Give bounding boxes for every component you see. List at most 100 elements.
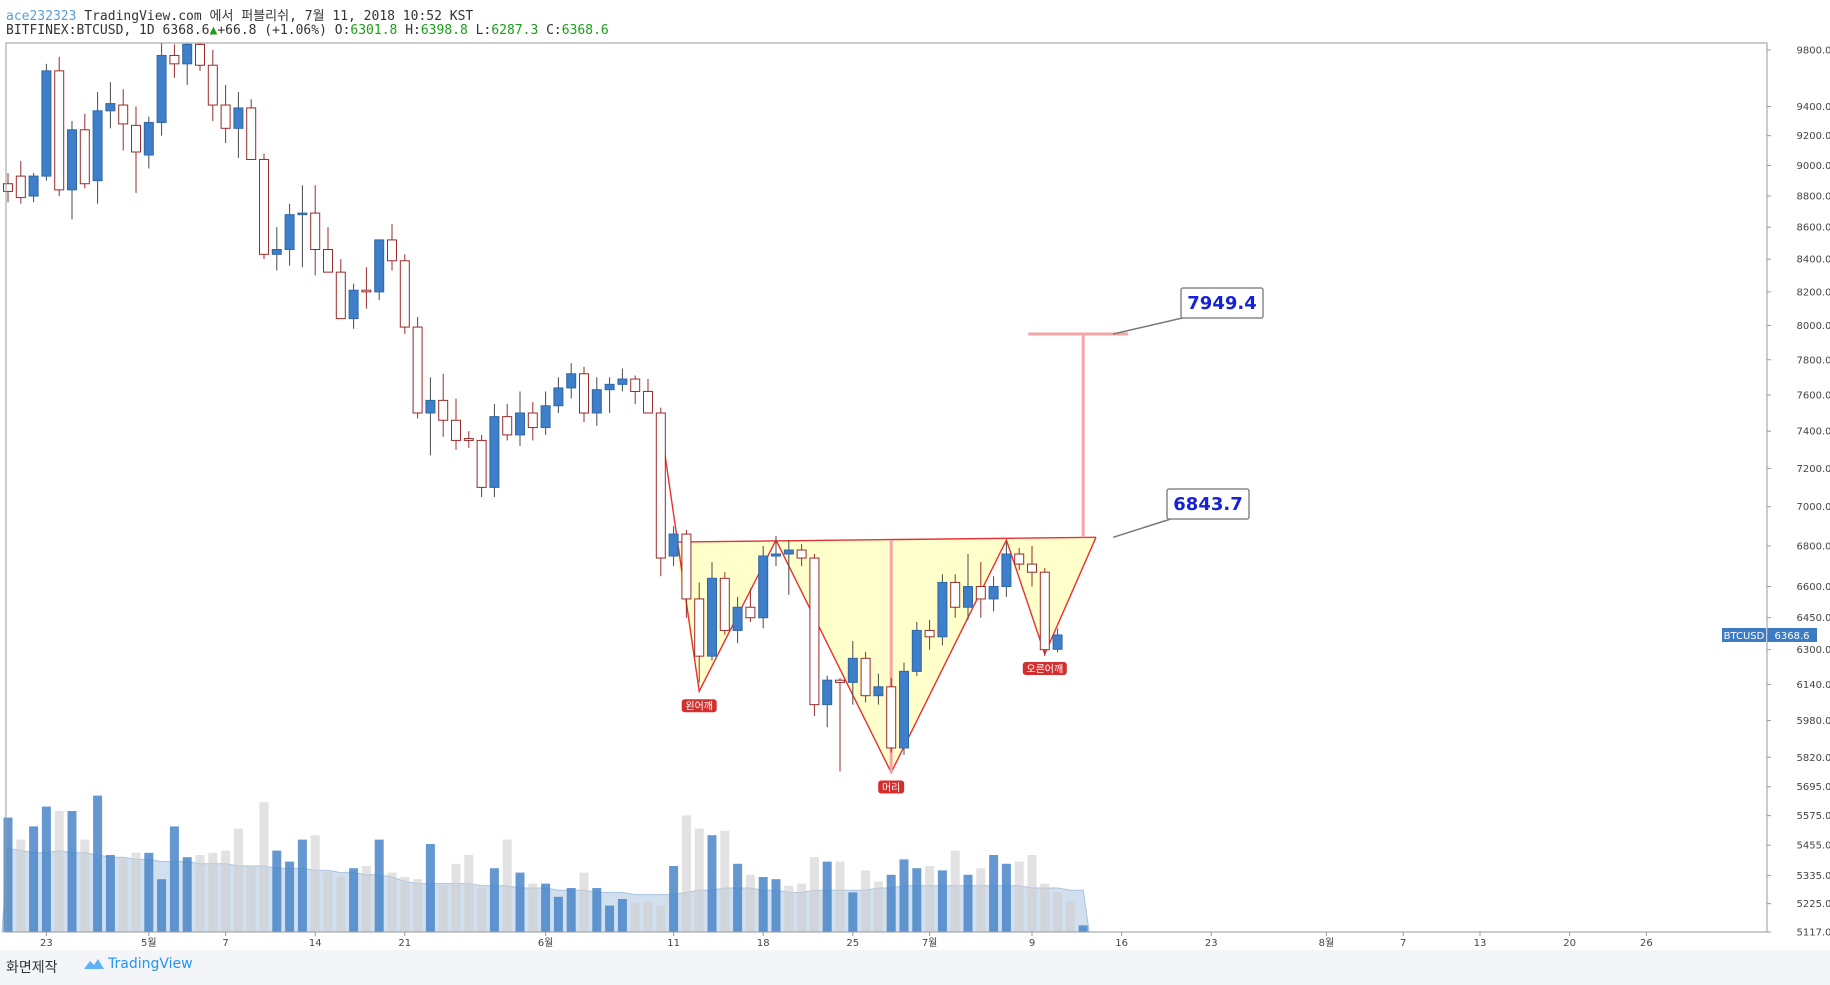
y-tick-label: 9200.0 <box>1797 131 1830 142</box>
candle-body <box>182 43 193 65</box>
publish-text: TradingView.com 에서 퍼블리쉬, 7월 11, 2018 10:… <box>84 9 474 24</box>
y-tick-label: 6140.0 <box>1797 680 1830 691</box>
candle-body <box>54 70 65 191</box>
symbol-tag <box>1722 627 1766 642</box>
y-tick-label: 8200.0 <box>1797 287 1830 298</box>
candle-body <box>156 54 167 123</box>
candle-body <box>591 389 602 414</box>
volume-bar <box>617 899 627 932</box>
footer-bar: 화면제작 TradingView <box>0 950 1830 985</box>
volume-bar <box>861 870 871 932</box>
high-value: 6398.8 <box>420 23 468 38</box>
y-tick-label: 5335.0 <box>1797 871 1830 882</box>
volume-bar <box>669 866 679 932</box>
candle-body <box>950 581 961 608</box>
last-price: 6368.6 <box>162 23 210 38</box>
candle-body <box>28 175 39 197</box>
volume-bar <box>899 859 909 932</box>
candle-body <box>374 239 385 293</box>
target-callout-text: 7949.4 <box>1187 293 1256 314</box>
candle-body <box>361 289 372 293</box>
candle-body <box>527 412 538 429</box>
volume-bar <box>784 885 794 932</box>
candle-body <box>707 577 717 657</box>
candle-body <box>105 103 116 112</box>
volume-bar <box>707 835 717 932</box>
candle-body <box>399 260 410 328</box>
volume-bar <box>118 857 128 932</box>
y-tick-label: 7800.0 <box>1797 355 1830 366</box>
target-callout-box <box>1180 287 1264 319</box>
y-tick-label: 6600.0 <box>1797 582 1830 593</box>
candle-body <box>540 405 551 429</box>
volume-bar <box>208 852 218 932</box>
candle-body <box>822 679 833 706</box>
volume-bar <box>1001 863 1011 932</box>
volume-bar <box>3 817 13 932</box>
volume-bar <box>221 850 231 932</box>
head-label: 머리 <box>882 782 900 794</box>
right-shoulder-badge <box>1022 661 1067 675</box>
volume-bar <box>822 861 832 932</box>
candle-body <box>502 416 513 436</box>
volume-bar <box>93 795 103 932</box>
candle-body <box>297 212 308 216</box>
volume-bar <box>246 866 256 932</box>
volume-bar <box>976 868 986 932</box>
x-tick-label: 25 <box>846 938 859 949</box>
volume-bar <box>451 863 461 932</box>
symbol-tag-label: BTCUSD <box>1724 631 1765 642</box>
volume-bar <box>1078 925 1088 932</box>
author-name[interactable]: ace232323 <box>6 9 77 24</box>
volume-bar <box>169 826 179 932</box>
volume-bar <box>720 830 730 932</box>
candle-body <box>310 212 321 250</box>
volume-bar <box>937 870 947 932</box>
candle-body <box>630 378 641 392</box>
y-tick-label: 7600.0 <box>1797 391 1830 402</box>
volume-bar <box>438 885 448 932</box>
candle-body <box>387 239 397 262</box>
x-tick-label: 21 <box>398 938 411 949</box>
volume-bar <box>233 828 243 932</box>
close-value: 6368.6 <box>561 23 609 38</box>
candle-body <box>719 577 730 631</box>
y-tick-label: 6300.0 <box>1797 645 1830 656</box>
volume-bar <box>131 852 141 932</box>
made-by-label: 화면제작 <box>6 960 58 976</box>
volume-bar <box>579 872 589 932</box>
low-label: L: <box>475 23 492 38</box>
tradingview-link[interactable]: TradingView <box>84 956 193 972</box>
y-tick-label: 5117.0 <box>1797 928 1830 939</box>
y-tick-label: 7400.0 <box>1797 427 1830 438</box>
y-tick-label: 8000.0 <box>1797 321 1830 332</box>
candle-body <box>476 439 487 488</box>
symbol-label: BITFINEX:BTCUSD, 1D <box>6 23 155 38</box>
volume-bar <box>157 879 167 932</box>
volume-bar <box>886 874 896 932</box>
candle-body <box>847 657 858 683</box>
y-tick-label: 7200.0 <box>1797 464 1830 475</box>
y-tick-label: 5225.0 <box>1797 899 1830 910</box>
volume-bar <box>336 877 346 932</box>
volume-bar <box>195 855 205 932</box>
y-tick-label: 5455.0 <box>1797 841 1830 852</box>
neckline <box>673 536 1097 543</box>
candle-body <box>515 412 525 436</box>
volume-bar <box>758 877 768 932</box>
candle-body <box>553 387 564 407</box>
candle-body <box>911 629 922 672</box>
candle-body <box>745 606 756 619</box>
volume-bar <box>553 896 563 932</box>
y-tick-label: 8800.0 <box>1797 192 1830 203</box>
tradingview-logo-icon <box>84 959 104 969</box>
volume-bar <box>464 855 474 932</box>
candle-body <box>975 586 986 600</box>
left-shoulder-badge <box>681 699 717 713</box>
candle-body <box>412 326 423 414</box>
candle-body <box>463 438 474 441</box>
candle-body <box>348 289 359 320</box>
candle-body <box>169 54 180 65</box>
